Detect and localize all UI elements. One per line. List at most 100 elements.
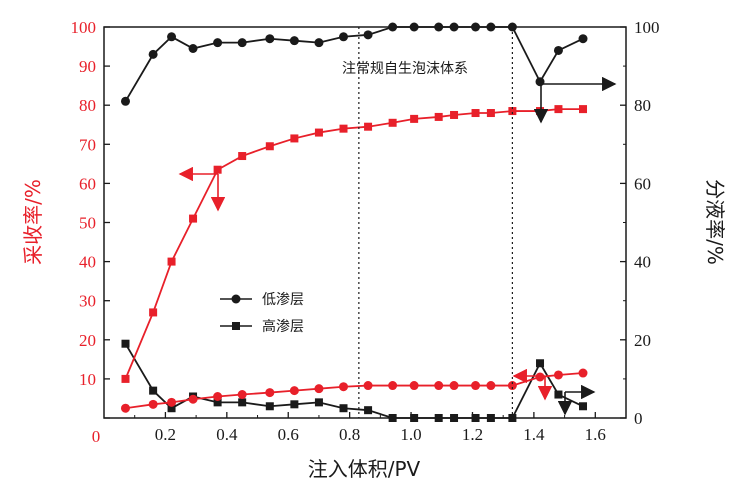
data-point	[434, 381, 444, 391]
data-point	[363, 30, 373, 40]
data-point	[213, 38, 223, 48]
data-point	[167, 32, 177, 42]
data-point	[578, 34, 588, 44]
data-point	[553, 45, 563, 55]
series-line-2	[124, 108, 584, 380]
data-point	[237, 390, 247, 400]
data-point	[450, 110, 459, 119]
data-point	[410, 114, 419, 123]
data-point	[553, 370, 563, 380]
data-point	[508, 107, 517, 116]
y-left-axis-title: 采收率/%	[21, 179, 45, 265]
data-point	[167, 397, 177, 407]
data-point	[213, 398, 222, 407]
x-tick-label: 0.2	[155, 425, 176, 444]
plot-frame	[103, 26, 627, 419]
data-point	[290, 134, 299, 143]
data-point	[486, 381, 496, 391]
data-point	[238, 152, 247, 161]
y-right-axis-title: 分液率/%	[703, 179, 727, 265]
data-point	[188, 44, 198, 54]
legend-label-high: 高渗层	[262, 318, 304, 335]
stage-annotation: 注常规自生泡沫体系	[342, 61, 468, 77]
series-line-1	[124, 343, 584, 419]
data-point	[554, 105, 563, 114]
data-point	[289, 36, 299, 46]
data-point	[314, 128, 323, 137]
data-point	[265, 402, 274, 411]
x-tick-label: 1.6	[585, 425, 606, 444]
y-left-tick-label: 90	[79, 57, 96, 76]
y-right-tick-label: 0	[634, 409, 643, 428]
data-point	[237, 38, 247, 48]
data-point	[148, 49, 158, 59]
data-point	[409, 381, 419, 391]
data-point	[167, 257, 176, 266]
y-left-tick-label: 60	[79, 174, 96, 193]
data-point	[339, 382, 349, 392]
annotation-arrows	[178, 76, 617, 416]
x-tick-label: 1.4	[523, 425, 545, 444]
y-left-tick-label: 70	[79, 135, 96, 154]
data-point	[388, 381, 398, 391]
data-point	[189, 214, 198, 223]
data-point	[121, 339, 130, 348]
data-point	[339, 404, 348, 413]
data-point	[265, 142, 274, 151]
data-point	[364, 406, 373, 415]
data-point	[339, 32, 349, 42]
data-point	[554, 390, 563, 399]
data-point	[449, 381, 459, 391]
legend-label-low: 低渗层	[262, 292, 304, 308]
data-point	[188, 394, 198, 404]
legend-marker-low	[231, 294, 241, 304]
data-point	[535, 372, 545, 382]
y-left-tick-label: 40	[79, 253, 96, 272]
data-point	[471, 109, 480, 118]
y-right-tick-label: 100	[634, 18, 660, 37]
data-point	[536, 359, 545, 368]
x-tick-label: 1.2	[462, 425, 483, 444]
data-point	[471, 381, 481, 391]
data-point	[535, 77, 545, 87]
data-point	[507, 381, 517, 391]
data-point	[388, 118, 397, 127]
data-point	[149, 386, 158, 395]
data-point	[265, 388, 275, 398]
data-point	[120, 96, 130, 106]
data-point	[314, 38, 324, 48]
x-tick-label: 1.0	[400, 425, 421, 444]
series-1	[121, 339, 588, 422]
x-tick-label: 0.8	[339, 425, 360, 444]
data-point	[213, 391, 223, 401]
data-point	[579, 402, 588, 411]
data-point	[364, 122, 373, 131]
data-point	[289, 386, 299, 396]
data-point	[167, 404, 176, 413]
data-point	[486, 109, 495, 118]
y-right-tick-label: 60	[634, 174, 651, 193]
y-left-tick-label: 100	[71, 18, 97, 37]
data-point	[121, 374, 130, 383]
data-point	[120, 403, 130, 413]
data-point	[536, 107, 545, 116]
legend-marker-high	[232, 322, 240, 330]
data-point	[434, 112, 443, 121]
y-left-tick-label: 0	[92, 427, 101, 446]
y-left-tick-label: 50	[79, 214, 96, 233]
y-left-tick-label: 10	[79, 370, 96, 389]
x-axis-title: 注入体积/PV	[308, 457, 421, 481]
data-point	[314, 398, 323, 407]
y-left-tick-label: 80	[79, 96, 96, 115]
data-point	[238, 398, 247, 407]
legend: 低渗层 高渗层	[220, 292, 304, 335]
y-right-tick-label: 20	[634, 331, 651, 350]
data-point	[149, 308, 158, 317]
y-left-tick-label: 30	[79, 292, 96, 311]
x-tick-label: 0.4	[216, 425, 238, 444]
data-point	[148, 399, 158, 409]
series-3	[120, 368, 588, 413]
data-point	[213, 165, 222, 174]
data-point	[314, 384, 324, 394]
